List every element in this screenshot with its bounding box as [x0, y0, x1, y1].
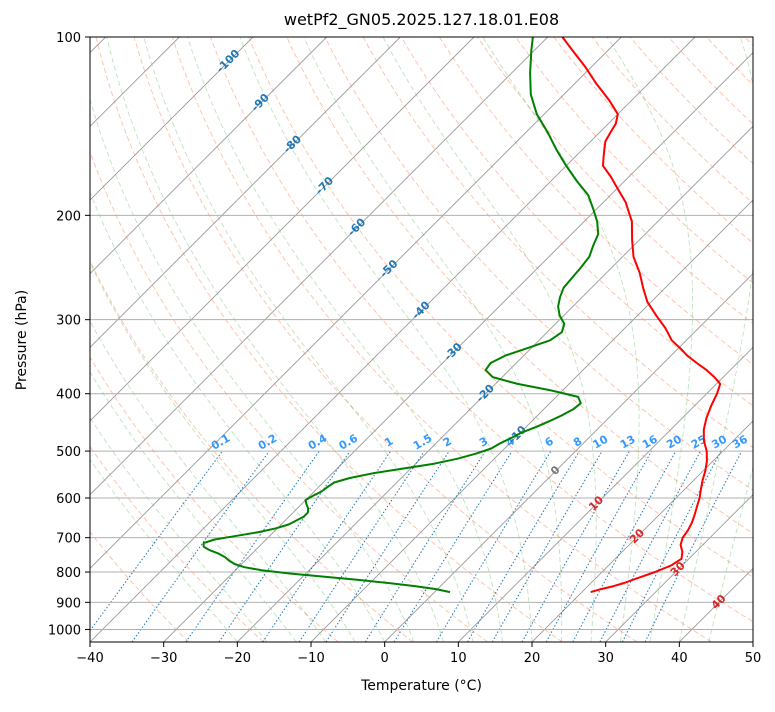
mixing-ratio-label: 8 — [571, 435, 584, 450]
moist-adiabat — [483, 37, 639, 642]
isotherm — [0, 37, 548, 642]
mixing-ratio-line — [522, 451, 629, 642]
dry-adiabat — [592, 37, 775, 642]
dry-adiabat — [0, 37, 338, 642]
moist-adiabat — [0, 37, 267, 642]
isotherm — [458, 37, 775, 642]
moist-adiabat — [188, 37, 503, 642]
x-axis-label: Temperature (°C) — [90, 678, 753, 694]
x-tick-label: −10 — [297, 651, 324, 666]
mixing-ratio-line — [645, 451, 742, 642]
y-tick-label: 1000 — [48, 623, 81, 638]
mixing-ratio-label: 1.5 — [411, 432, 434, 453]
dry-adiabat — [211, 37, 775, 642]
isotherm-label: 0 — [548, 463, 563, 478]
x-tick-label: 30 — [597, 651, 614, 666]
isotherm — [0, 37, 327, 642]
y-tick-label: 900 — [56, 596, 81, 611]
isotherm-label: 40 — [709, 592, 729, 612]
moist-adiabat — [22, 37, 355, 642]
y-axis-label: Pressure (hPa) — [14, 290, 30, 390]
x-tick-label: −20 — [224, 651, 251, 666]
isotherm-label: 10 — [586, 493, 606, 513]
isotherm — [0, 37, 400, 642]
isotherm-label: -90 — [249, 91, 272, 114]
dry-adiabat — [58, 37, 488, 642]
dry-adiabat — [707, 37, 775, 642]
isotherm-label: -100 — [214, 47, 243, 76]
isotherm-label: -70 — [313, 174, 336, 197]
mixing-ratio-label: 36 — [730, 432, 750, 451]
chart-title: wetPf2_GN05.2025.127.18.01.E08 — [90, 10, 753, 29]
isotherm-label: -80 — [281, 132, 304, 155]
plot-frame — [90, 37, 753, 642]
mixing-ratio-line — [600, 451, 701, 642]
x-tick-label: 50 — [745, 651, 762, 666]
dry-adiabat — [134, 37, 637, 642]
isotherm-label: -60 — [345, 215, 368, 238]
isotherm-label: 20 — [627, 526, 647, 546]
dry-adiabat — [363, 37, 775, 642]
moist-adiabat — [607, 37, 693, 642]
moist-adiabat — [304, 37, 562, 642]
mixing-ratio-label: 2 — [441, 435, 454, 450]
isotherm-label: -40 — [409, 298, 432, 321]
mixing-ratio-line — [219, 451, 350, 642]
mixing-ratio-line — [468, 451, 580, 642]
dry-adiabat — [668, 37, 775, 642]
mixing-ratio-line — [394, 451, 512, 642]
dewpoint-profile-line — [204, 37, 599, 592]
isotherm — [0, 37, 474, 642]
isotherm — [90, 37, 695, 642]
x-tick-label: 20 — [524, 651, 541, 666]
mixing-ratio-line — [82, 451, 223, 642]
y-tick-label: 200 — [56, 209, 81, 224]
y-tick-label: 700 — [56, 532, 81, 547]
isotherm — [679, 37, 775, 642]
y-tick-label: 600 — [56, 492, 81, 507]
dry-adiabat — [516, 37, 775, 642]
mixing-ratio-line — [132, 451, 269, 642]
x-tick-label: −40 — [76, 651, 103, 666]
mixing-ratio-label: 16 — [640, 432, 660, 451]
isotherm — [237, 37, 775, 642]
x-tick-label: 10 — [450, 651, 467, 666]
mixing-ratio-line — [263, 451, 391, 642]
x-tick-label: −30 — [150, 651, 177, 666]
isotherm-label: -30 — [442, 340, 465, 363]
dry-adiabat — [745, 37, 775, 642]
moist-adiabat — [240, 37, 532, 642]
mixing-ratio-label: 10 — [591, 432, 611, 451]
mixing-ratio-line — [299, 451, 424, 642]
y-tick-label: 800 — [56, 566, 81, 581]
mixing-ratio-label: 13 — [618, 433, 638, 452]
isotherm — [16, 37, 621, 642]
temperature-profile-line — [562, 37, 720, 592]
dry-adiabat — [20, 37, 413, 642]
mixing-ratio-label: 0.4 — [306, 431, 330, 452]
isotherm — [385, 37, 775, 642]
y-tick-label: 100 — [56, 31, 81, 46]
isotherm — [164, 37, 769, 642]
x-tick-label: 0 — [381, 651, 389, 666]
mixing-ratio-label: 1 — [382, 435, 395, 450]
moist-adiabat — [0, 37, 237, 642]
x-tick-label: 40 — [671, 651, 688, 666]
isotherm — [753, 37, 775, 642]
y-tick-label: 300 — [56, 314, 81, 329]
mixing-ratio-label: 0.1 — [209, 432, 232, 453]
isotherm-label: -20 — [474, 381, 497, 404]
y-tick-label: 400 — [56, 388, 81, 403]
y-tick-label: 500 — [56, 445, 81, 460]
mixing-ratio-label: 3 — [477, 435, 490, 450]
mixing-ratio-label: 6 — [543, 434, 556, 449]
mixing-ratio-label: 30 — [709, 432, 729, 451]
